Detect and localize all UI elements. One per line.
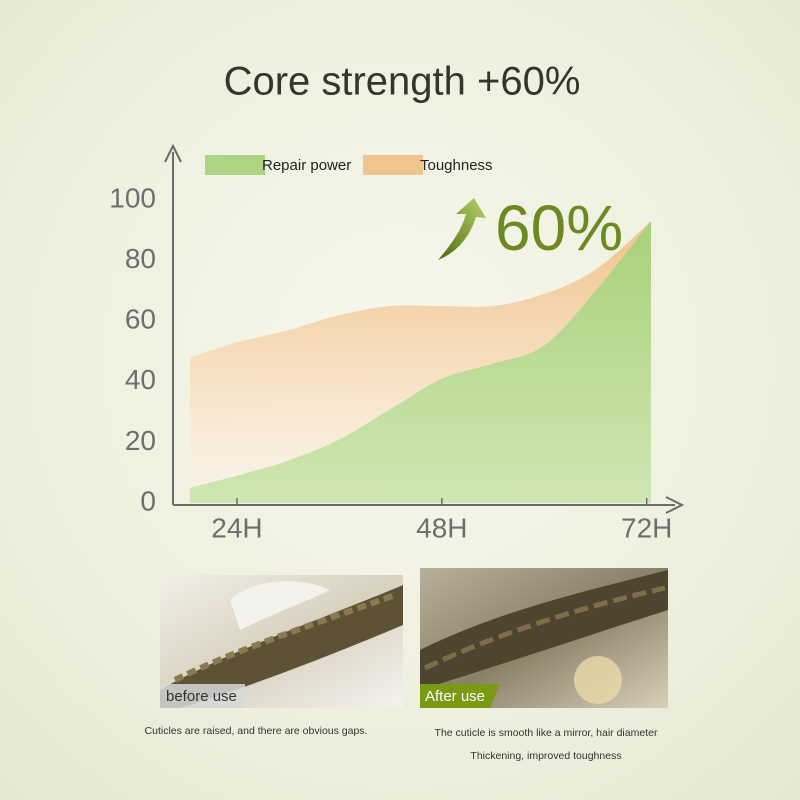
legend-swatch: [363, 155, 423, 175]
panel-label: before use: [166, 688, 237, 705]
plot: [190, 221, 651, 503]
panel-caption: Cuticles are raised, and there are obvio…: [145, 725, 368, 737]
chart-title: Core strength +60%: [224, 60, 581, 104]
panel-texts: before use Cuticles are raised, and there…: [145, 688, 658, 762]
x-tick-label: 72H: [621, 512, 672, 543]
before-panel: [160, 575, 403, 708]
y-tick-label: 20: [125, 425, 156, 456]
panel-label: After use: [425, 688, 485, 705]
legend-swatch: [205, 155, 265, 175]
growth-annotation: 60%: [495, 192, 623, 264]
x-tick-label: 24H: [211, 512, 262, 543]
x-axis-arrow: [665, 496, 685, 514]
y-axis-arrow: [164, 143, 182, 163]
up-arrow-icon: [438, 198, 486, 260]
legend-label: Toughness: [420, 157, 493, 174]
legend-label: Repair power: [262, 157, 351, 174]
y-tick-label: 80: [125, 243, 156, 274]
y-tick-label: 100: [109, 182, 156, 213]
y-tick-label: 40: [125, 364, 156, 395]
after-panel: [420, 568, 668, 708]
panel-caption: The cuticle is smooth like a mirror, hai…: [435, 727, 658, 739]
panel-caption: Thickening, improved toughness: [470, 750, 621, 762]
y-tick-label: 60: [125, 304, 156, 335]
area: [190, 221, 651, 503]
y-tick-label: 0: [140, 485, 156, 516]
x-tick-label: 48H: [416, 512, 467, 543]
